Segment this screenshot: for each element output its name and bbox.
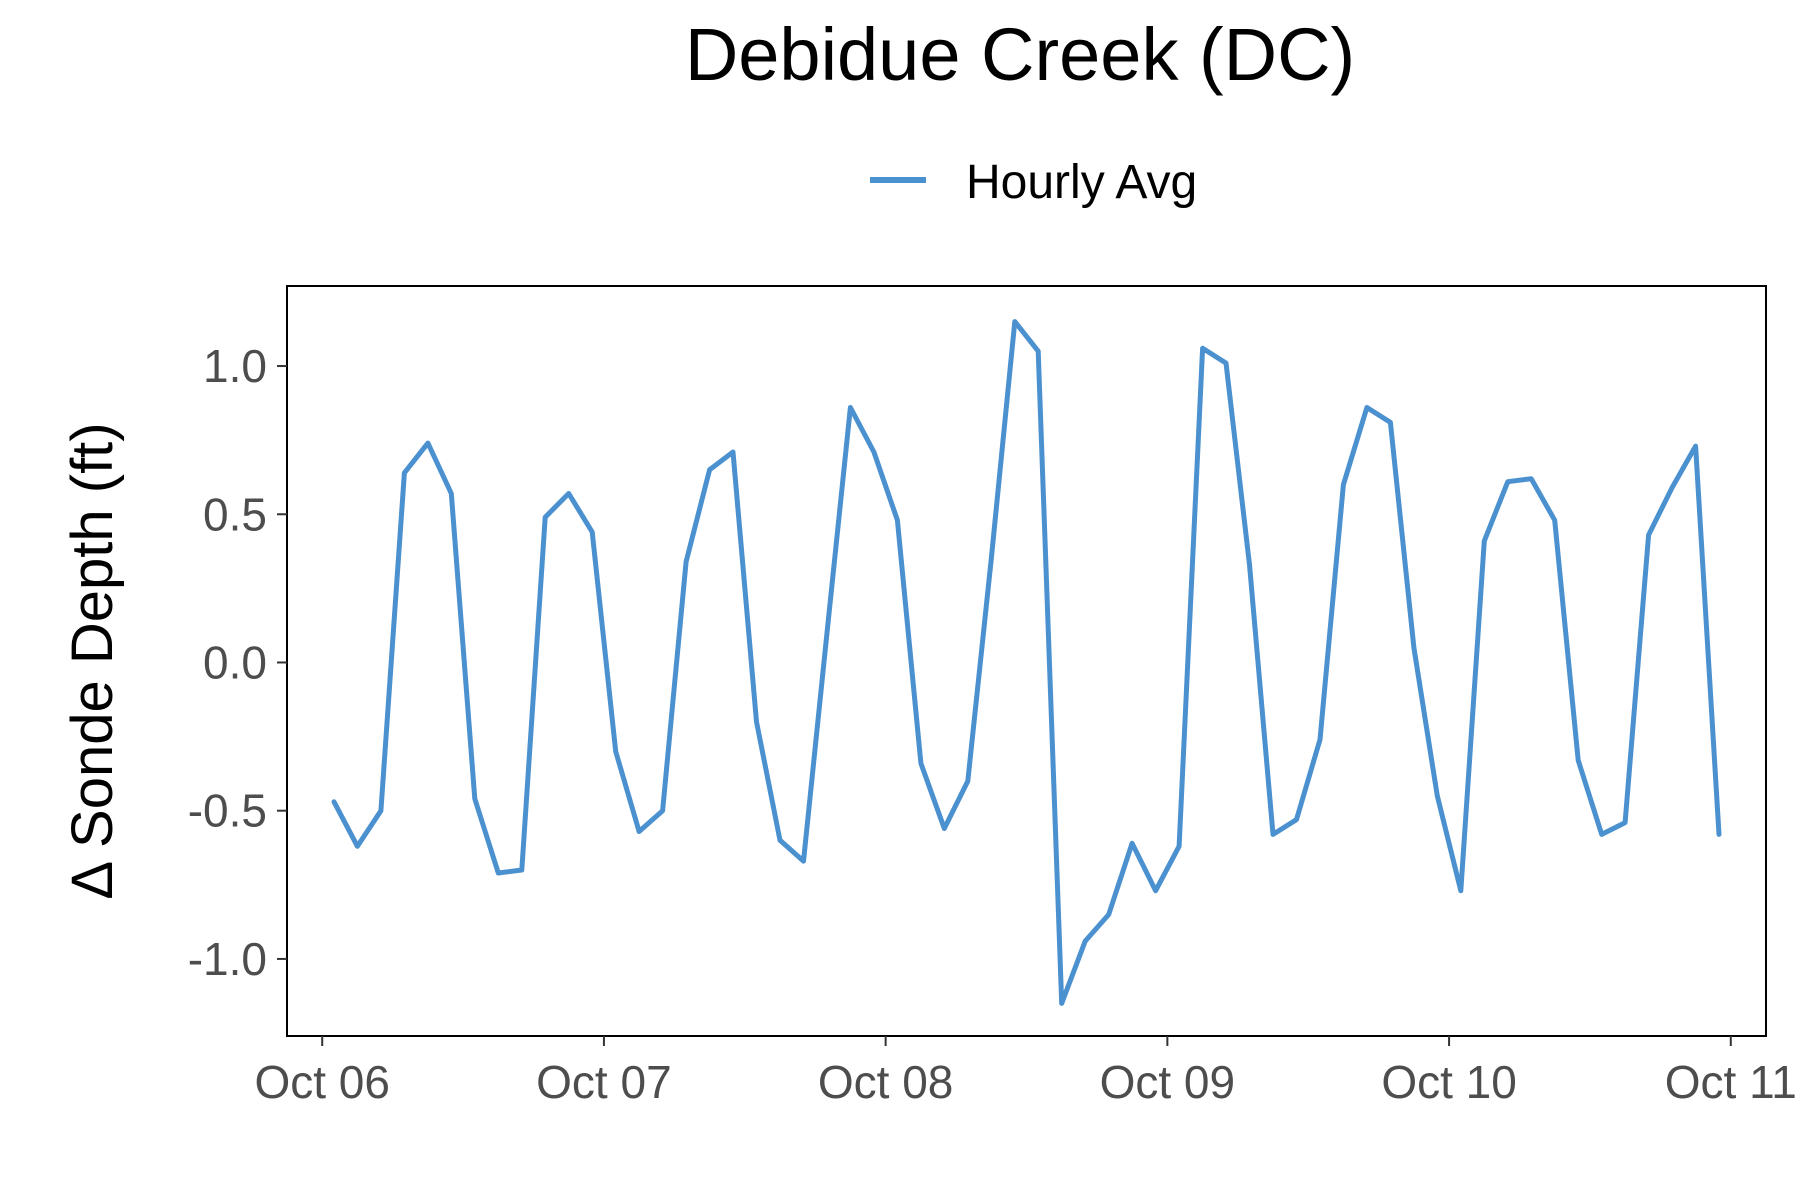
x-tick-label: Oct 08 (818, 1056, 954, 1108)
y-tick-label: -1.0 (188, 933, 267, 985)
series-line-hourly-avg (331, 319, 1722, 1006)
y-tick-label: 0.0 (203, 636, 267, 688)
x-axis: Oct 06 Oct 07 Oct 08 Oct 09 Oct 10 Oct 11 (254, 1036, 1797, 1108)
legend-label: Hourly Avg (966, 156, 1197, 209)
x-tick-label: Oct 07 (536, 1056, 672, 1108)
plot-panel (286, 285, 1767, 1037)
chart-title: Debidue Creek (DC) (685, 13, 1355, 96)
x-tick-label: Oct 09 (1100, 1056, 1236, 1108)
y-axis: -1.0 -0.5 0.0 0.5 1.0 (188, 340, 287, 985)
y-tick-label: -0.5 (188, 785, 267, 837)
x-tick-label: Oct 11 (1665, 1056, 1797, 1108)
y-tick-label: 0.5 (203, 488, 267, 540)
x-tick-label: Oct 06 (254, 1056, 390, 1108)
y-axis-title: Δ Sonde Depth (ft) (60, 422, 125, 899)
y-tick-label: 1.0 (203, 340, 267, 392)
x-tick-label: Oct 10 (1381, 1056, 1517, 1108)
legend: Hourly Avg (870, 156, 1197, 209)
